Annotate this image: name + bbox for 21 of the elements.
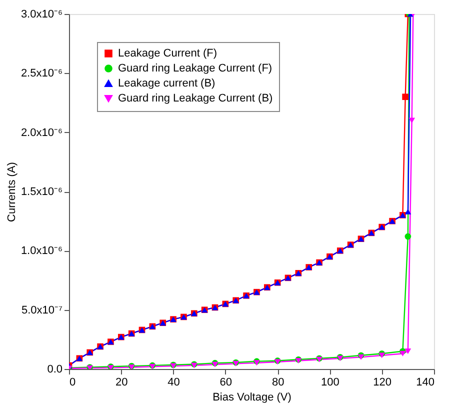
y-tick-label: 2.5x10⁻⁶ [20, 68, 62, 80]
legend-label: Leakage current (B) [118, 78, 216, 90]
y-tick-label: 1.5x10⁻⁶ [20, 186, 62, 198]
y-axis-title: Currents (A) [6, 162, 18, 222]
x-tick-label: 40 [168, 376, 180, 388]
legend-label: Guard ring Leakage Current (F) [118, 62, 272, 74]
y-tick-label: 3.0x10⁻⁶ [20, 8, 62, 20]
x-tick-label: 140 [416, 376, 434, 388]
legend-label: Guard ring Leakage Current (B) [118, 92, 273, 104]
y-tick-label: 5.0x10⁻⁷ [21, 304, 63, 316]
x-tick-label: 20 [116, 376, 128, 388]
x-tick-label: 60 [220, 376, 232, 388]
x-axis-title: Bias Voltage (V) [212, 392, 292, 404]
y-tick-label: 2.0x10⁻⁶ [20, 126, 62, 139]
x-tick-label: 80 [272, 376, 284, 388]
y-tick-label: 1.0x10⁻⁶ [20, 245, 62, 258]
legend-label: Leakage Current (F) [118, 48, 218, 60]
x-tick-label: 100 [321, 376, 340, 388]
x-tick-label: 0 [70, 376, 76, 388]
y-tick-label: 0.0 [47, 364, 62, 376]
x-tick-label: 120 [373, 376, 392, 388]
